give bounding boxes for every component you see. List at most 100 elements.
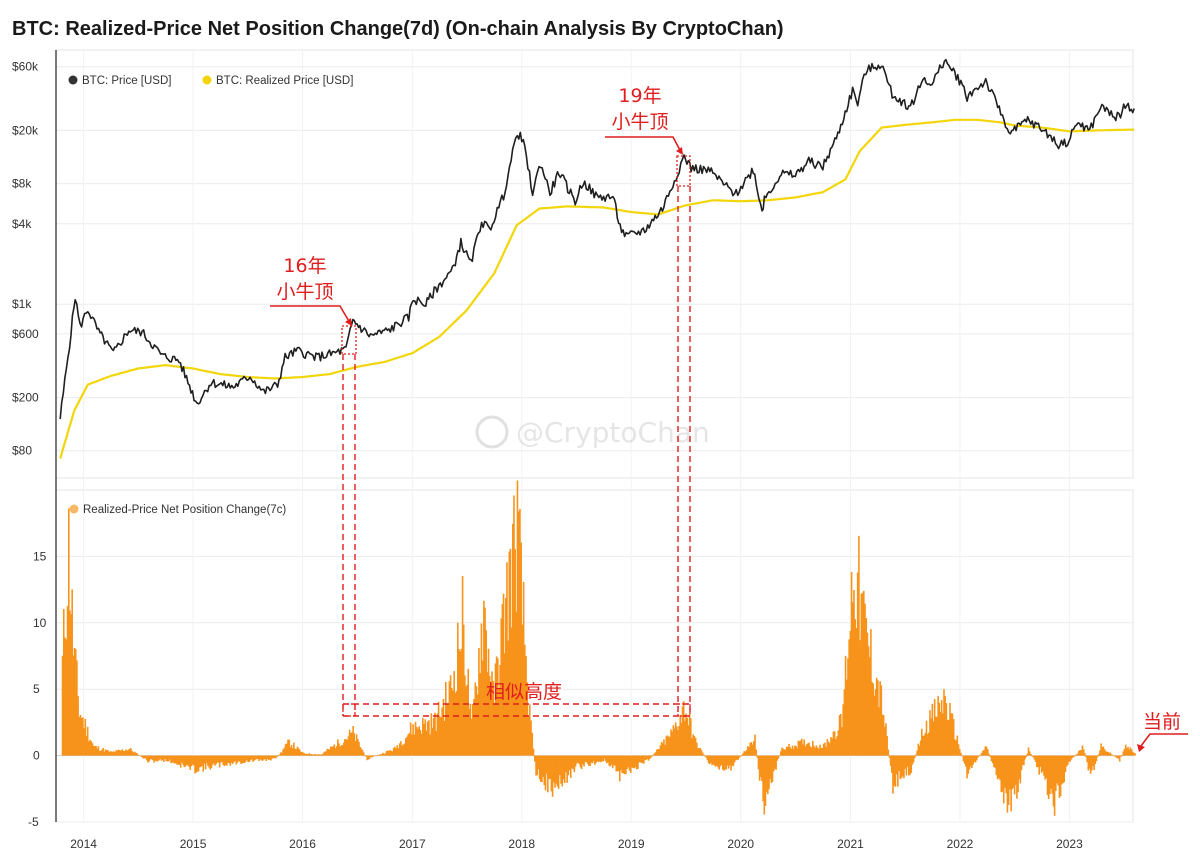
npc-bar xyxy=(262,755,265,760)
npc-bar xyxy=(539,755,542,782)
npc-bar xyxy=(1093,755,1095,771)
npc-bar xyxy=(265,755,267,762)
npc-bar xyxy=(182,755,184,765)
npc-bar xyxy=(958,749,961,756)
npc-bar xyxy=(220,755,222,763)
npc-bar xyxy=(1012,755,1015,788)
npc-bar xyxy=(103,751,106,756)
npc-bar xyxy=(591,755,594,764)
npc-bar xyxy=(979,754,982,756)
npc-bar xyxy=(836,736,838,756)
npc-bar xyxy=(937,696,939,756)
npc-bar xyxy=(136,753,138,756)
npc-bar xyxy=(150,755,153,760)
npc-bar xyxy=(406,736,408,756)
npc-bar xyxy=(777,755,780,759)
npc-bar xyxy=(826,739,829,756)
npc-bar xyxy=(749,742,752,756)
npc-bar xyxy=(116,750,119,756)
npc-bar xyxy=(577,755,579,763)
npc-bar xyxy=(185,755,188,766)
npc-bar xyxy=(632,755,635,769)
npc-bar xyxy=(1086,755,1088,763)
npc-bar xyxy=(223,755,226,766)
npc-bar xyxy=(163,755,165,762)
npc-bar xyxy=(409,722,412,756)
npc-bar xyxy=(125,749,127,756)
price-axis-tick-label: $20k xyxy=(12,123,39,137)
npc-bar xyxy=(181,755,183,763)
npc-bar xyxy=(944,695,946,756)
npc-bar xyxy=(79,714,82,756)
npc-bar xyxy=(787,746,789,756)
npc-bar xyxy=(696,742,698,756)
npc-bar xyxy=(557,755,560,789)
npc-bar xyxy=(875,677,878,756)
npc-bar xyxy=(255,755,258,760)
npc-bar xyxy=(229,755,232,766)
npc-bar xyxy=(271,755,273,759)
npc-bar xyxy=(853,589,855,756)
npc-bar xyxy=(208,755,210,768)
npc-bar xyxy=(404,738,407,756)
npc-bar xyxy=(1023,755,1025,766)
npc-bar xyxy=(1065,755,1068,767)
npc-bar xyxy=(574,755,577,767)
npc-bar xyxy=(1067,755,1069,765)
npc-bar xyxy=(349,733,352,756)
npc-bar xyxy=(377,754,379,756)
npc-bar xyxy=(1095,755,1098,762)
npc-bar xyxy=(909,755,911,775)
npc-bar xyxy=(931,703,934,756)
npc-axis-tick-label: 15 xyxy=(33,549,47,563)
npc-bar xyxy=(741,755,743,756)
npc-bar xyxy=(984,746,987,756)
npc-bar xyxy=(693,735,696,756)
legend-price-dot xyxy=(68,75,78,85)
top-2019-dotted-box xyxy=(676,155,691,187)
npc-bar xyxy=(996,755,999,780)
npc-bar xyxy=(492,680,494,756)
npc-bar xyxy=(1041,755,1044,772)
npc-bar xyxy=(788,744,790,756)
npc-bar xyxy=(178,755,181,765)
npc-bar xyxy=(565,755,567,773)
npc-bar xyxy=(514,549,516,756)
npc-bar xyxy=(517,511,520,756)
npc-bar xyxy=(322,752,325,756)
npc-bar xyxy=(1002,755,1005,804)
npc-bar xyxy=(268,755,271,760)
npc-bar xyxy=(762,755,764,802)
npc-bar xyxy=(287,739,289,756)
npc-bar xyxy=(246,755,248,761)
npc-bar xyxy=(228,755,230,764)
npc-bar xyxy=(595,755,597,763)
npc-bar xyxy=(831,738,834,756)
npc-bar xyxy=(864,603,866,756)
npc-bar xyxy=(341,745,344,756)
npc-bar xyxy=(962,755,965,762)
npc-bar xyxy=(545,755,548,774)
npc-bar xyxy=(1019,755,1022,784)
npc-bar xyxy=(711,755,713,766)
npc-bar xyxy=(187,755,189,766)
npc-bar xyxy=(225,755,228,766)
npc-bar xyxy=(946,719,949,756)
npc-bar xyxy=(429,734,431,756)
watermark-text: @CryptoChan xyxy=(516,416,710,449)
npc-bar xyxy=(723,755,725,771)
npc-bar xyxy=(376,755,378,756)
npc-bar xyxy=(242,755,245,763)
npc-bar xyxy=(91,743,94,756)
npc-bar xyxy=(544,755,547,791)
npc-bar xyxy=(438,716,441,756)
npc-bar xyxy=(391,751,394,756)
npc-bar xyxy=(828,743,831,756)
npc-bar xyxy=(1005,755,1007,794)
npc-bar xyxy=(203,755,206,764)
npc-bar xyxy=(897,755,899,787)
npc-bar xyxy=(694,737,697,756)
npc-bar xyxy=(312,754,314,756)
npc-bar xyxy=(494,663,497,756)
npc-bar xyxy=(360,748,363,756)
